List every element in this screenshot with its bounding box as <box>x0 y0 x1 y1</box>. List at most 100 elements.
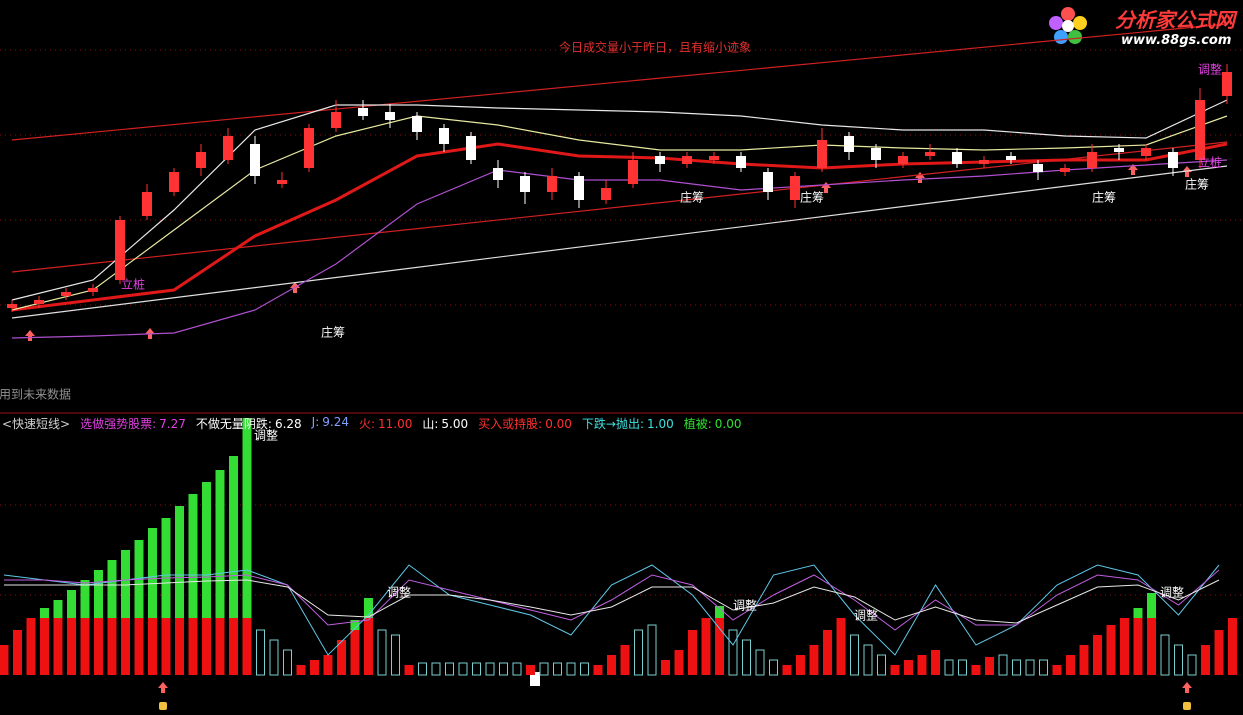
annotation: 调整 <box>254 428 278 443</box>
red-bar <box>593 665 603 675</box>
candle-body <box>250 144 260 176</box>
green-bar <box>202 482 211 618</box>
green-bar <box>67 590 76 618</box>
legend-value: 7.27 <box>159 417 186 431</box>
arrow <box>158 682 168 693</box>
red-bar <box>1214 630 1224 675</box>
hand-icon <box>1183 702 1191 710</box>
candle-body <box>574 176 584 200</box>
legend-item: 山: 5.00 <box>422 415 468 432</box>
annotation: 今日成交量小于昨日，且有缩小迹象 <box>559 40 751 55</box>
red-bar <box>985 657 994 675</box>
cyan-bar <box>431 662 441 676</box>
moving-average <box>11 115 1228 311</box>
green-bar <box>161 518 171 618</box>
red-bar <box>26 618 36 675</box>
red-bar <box>1052 665 1062 675</box>
red-bar <box>310 660 319 675</box>
legend-label: 火: <box>358 417 376 431</box>
candle-body <box>736 156 746 168</box>
green-bar <box>1133 608 1143 618</box>
candle-body <box>925 152 935 156</box>
red-bar <box>229 618 238 675</box>
red-bar <box>782 665 792 675</box>
legend-label: J: <box>311 415 320 429</box>
red-bar <box>148 618 157 675</box>
cyan-bar <box>566 662 576 676</box>
legend-label: 山: <box>422 417 439 431</box>
red-bar <box>661 660 670 675</box>
moving-average <box>11 99 1228 301</box>
green-bar <box>148 528 157 618</box>
candle-body <box>817 140 827 168</box>
candle-body <box>1222 72 1232 96</box>
red-bar <box>809 645 819 675</box>
red-bar <box>94 618 103 675</box>
grid <box>0 49 1243 596</box>
annotation: 立桩 <box>1198 155 1222 170</box>
legend-value: 0.00 <box>545 417 572 431</box>
cyan-bar <box>269 639 279 676</box>
hand-icon <box>159 702 167 710</box>
candle-body <box>790 176 800 200</box>
green-bar <box>350 620 360 630</box>
legend-item: 植被: 0.00 <box>684 415 742 432</box>
arrow <box>1182 682 1192 693</box>
candle-body <box>1168 152 1178 168</box>
candle-body <box>844 136 854 152</box>
cyan-bar <box>539 662 549 676</box>
cyan-bar <box>1012 659 1021 676</box>
red-bar <box>904 660 913 675</box>
candle-body <box>223 136 233 160</box>
cyan-bar <box>944 659 954 676</box>
annotation: 立桩 <box>121 277 145 292</box>
legend-item: 选做强势股票: 7.27 <box>80 415 186 432</box>
candle-body <box>979 160 989 164</box>
candle-body <box>1114 148 1124 152</box>
cyan-bar <box>647 624 657 676</box>
legend-item: <快速短线> <box>2 415 70 432</box>
candle-body <box>655 156 665 164</box>
petal <box>1061 7 1075 21</box>
petal <box>1068 30 1082 44</box>
candle-body <box>682 156 692 164</box>
hand-icons <box>159 702 1191 710</box>
legend-value: 11.00 <box>378 417 413 431</box>
candle-body <box>952 152 962 164</box>
candle-body <box>439 128 449 144</box>
cyan-bar <box>728 629 738 676</box>
red-bar <box>715 618 724 675</box>
red-bar <box>242 618 252 675</box>
candle-body <box>1195 100 1205 160</box>
red-bar <box>526 665 535 675</box>
red-bar <box>404 665 414 675</box>
green-bar <box>1147 593 1156 618</box>
red-bar <box>202 618 211 675</box>
annotation: 用到未来数据 <box>0 387 71 402</box>
cyan-bar <box>877 654 886 676</box>
oscillator-line <box>4 579 1220 624</box>
legend-label: 植被: <box>683 417 712 431</box>
annotation: 调整 <box>854 608 878 623</box>
green-bar <box>715 606 724 618</box>
legend-label: 不做无量阴跌: <box>195 417 272 431</box>
red-bar <box>296 665 306 675</box>
candle-body <box>196 152 206 168</box>
candle-body <box>628 160 638 184</box>
candle-body <box>61 292 71 296</box>
candle-body <box>385 112 395 120</box>
red-bar <box>823 630 832 675</box>
annotation: 庄筹 <box>800 190 824 205</box>
red-bar <box>796 655 805 675</box>
legend-item: 买入或持股: 0.00 <box>478 415 572 432</box>
cyan-bar <box>418 662 427 676</box>
red-bar <box>1201 645 1210 675</box>
annotation: 庄筹 <box>680 190 704 205</box>
legend-value: 9.24 <box>322 415 349 429</box>
candle-body <box>547 176 557 192</box>
cyan-bar <box>742 639 751 676</box>
green-bar <box>107 560 117 618</box>
red-bar <box>836 618 846 675</box>
candle-body <box>1006 156 1016 160</box>
